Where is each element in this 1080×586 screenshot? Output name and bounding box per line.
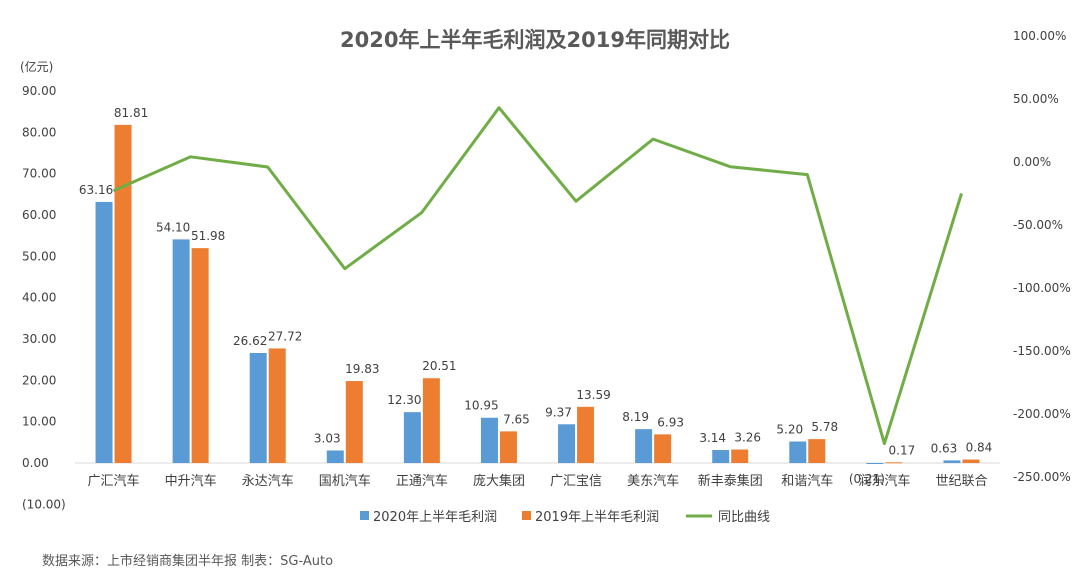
bar-label-2019: 0.17 [889, 443, 916, 457]
bar-label-2020: 8.19 [622, 410, 649, 424]
bar-label-2019: 3.26 [734, 431, 761, 445]
bar-2020 [712, 450, 730, 463]
category-label: 润东汽车 [858, 473, 910, 489]
bar-2019 [808, 439, 826, 463]
bar-label-2019: 20.51 [422, 359, 456, 373]
bar-2019 [191, 248, 209, 463]
bar-2019 [268, 348, 286, 463]
bar-2019 [114, 124, 132, 464]
bar-2019 [885, 462, 903, 464]
category-label: 中升汽车 [165, 473, 217, 489]
bar-label-2019: 0.84 [966, 441, 993, 455]
bar-2020 [789, 441, 807, 463]
bar-label-2019: 6.93 [657, 415, 684, 429]
bar-label-2020: 10.95 [464, 399, 498, 413]
y-tick-label: (10.00) [22, 497, 66, 511]
bar-label-2019: 81.81 [114, 106, 148, 120]
bar-label-2019: 51.98 [191, 229, 225, 243]
bar-2020 [95, 201, 113, 463]
bar-2020 [635, 429, 653, 463]
y-axis-ticks: 90.00 80.00 70.00 60.00 50.00 40.00 30.00 20.00… [22, 84, 66, 511]
bar-2019 [345, 381, 363, 463]
bar-2020 [866, 463, 884, 464]
bar-label-2019: 5.78 [811, 420, 838, 434]
bar-label-2020: 63.16 [79, 183, 113, 197]
legend-label: 2019年上半年毛利润 [535, 510, 659, 525]
y-tick-label: 30.00 [22, 332, 56, 346]
bar-2019 [499, 431, 517, 463]
bar-2020 [558, 424, 576, 463]
bar-label-2019: 27.72 [268, 329, 302, 343]
bar-2020 [403, 412, 421, 463]
bar-label-2019: 7.65 [503, 412, 530, 426]
bar-label-2020: 0.63 [931, 441, 958, 455]
category-label: 广汇汽车 [88, 473, 140, 489]
bar-label-2020: 5.20 [776, 423, 803, 437]
x-axis-categories: 广汇汽车 中升汽车 永达汽车 国机汽车 正通汽车 庞大集团 广汇宝信 美东汽车 新丰泰集团 和谐汽… [88, 473, 988, 489]
category-label: 和谐汽车 [781, 473, 833, 489]
bar-label-2019: 19.83 [345, 362, 379, 376]
source-note: 数据来源：上市经销商集团半年报 制表：SG-Auto [42, 553, 333, 569]
category-label: 广汇宝信 [550, 474, 602, 489]
legend-label: 2020年上半年毛利润 [373, 510, 497, 525]
legend-swatch [360, 511, 369, 520]
y-tick-label: 50.00 [22, 249, 56, 263]
y-tick-label: 40.00 [22, 291, 56, 305]
y-tick-label: 0.00 [22, 456, 49, 470]
y2-tick-label: -50.00% [1013, 218, 1063, 232]
y2-tick-label: 100.00% [1013, 29, 1066, 43]
bar-2020 [326, 450, 344, 463]
y2-axis-ticks: 100.00% 50.00% 0.00% -50.00% -100.00% -150.00… [1013, 29, 1071, 484]
category-label: 世纪联合 [935, 474, 987, 489]
bar-label-2020: 9.37 [545, 405, 572, 419]
bar-2020 [249, 352, 267, 463]
legend: 2020年上半年毛利润 2019年上半年毛利润 同比曲线 [360, 510, 770, 525]
bar-label-2019: 13.59 [576, 388, 610, 402]
y2-tick-label: -100.00% [1013, 281, 1071, 295]
category-label: 庞大集团 [473, 473, 525, 489]
bar-label-2020: (0.21) [849, 472, 885, 486]
bar-label-2020: 54.10 [156, 220, 190, 234]
y-tick-label: 60.00 [22, 208, 56, 222]
bar-2019 [654, 434, 672, 463]
bars [95, 124, 980, 464]
chart-title: 2020年上半年毛利润及2019年同期对比 [340, 28, 730, 52]
bar-2020 [480, 417, 498, 463]
bar-2019 [577, 406, 595, 463]
bar-2019 [731, 449, 749, 463]
y-tick-label: 10.00 [22, 415, 56, 429]
legend-label: 同比曲线 [718, 510, 770, 525]
yoy-line [112, 106, 963, 446]
bar-label-2020: 3.03 [314, 431, 341, 445]
category-label: 正通汽车 [396, 473, 448, 489]
legend-swatch [522, 511, 531, 520]
bar-2019 [422, 378, 440, 463]
bar-label-2020: 26.62 [233, 334, 267, 348]
y-tick-label: 80.00 [22, 125, 56, 139]
y2-tick-label: -150.00% [1013, 344, 1071, 358]
y2-tick-label: 0.00% [1013, 155, 1051, 169]
bar-2020 [943, 460, 961, 463]
bar-label-2020: 12.30 [387, 393, 421, 407]
y-tick-label: 70.00 [22, 167, 56, 181]
bar-label-2020: 3.14 [699, 431, 726, 445]
category-label: 新丰泰集团 [698, 473, 763, 489]
category-label: 国机汽车 [319, 473, 371, 489]
y2-tick-label: 50.00% [1013, 92, 1059, 106]
y2-tick-label: -200.00% [1013, 407, 1071, 421]
y2-tick-label: -250.00% [1013, 470, 1071, 484]
bar-2020 [172, 239, 190, 463]
category-label: 美东汽车 [627, 473, 679, 489]
y-axis-label: (亿元) [20, 59, 53, 74]
category-label: 永达汽车 [242, 473, 294, 489]
bar-2019 [962, 459, 980, 463]
y-tick-label: 90.00 [22, 84, 56, 98]
y-tick-label: 20.00 [22, 373, 56, 387]
